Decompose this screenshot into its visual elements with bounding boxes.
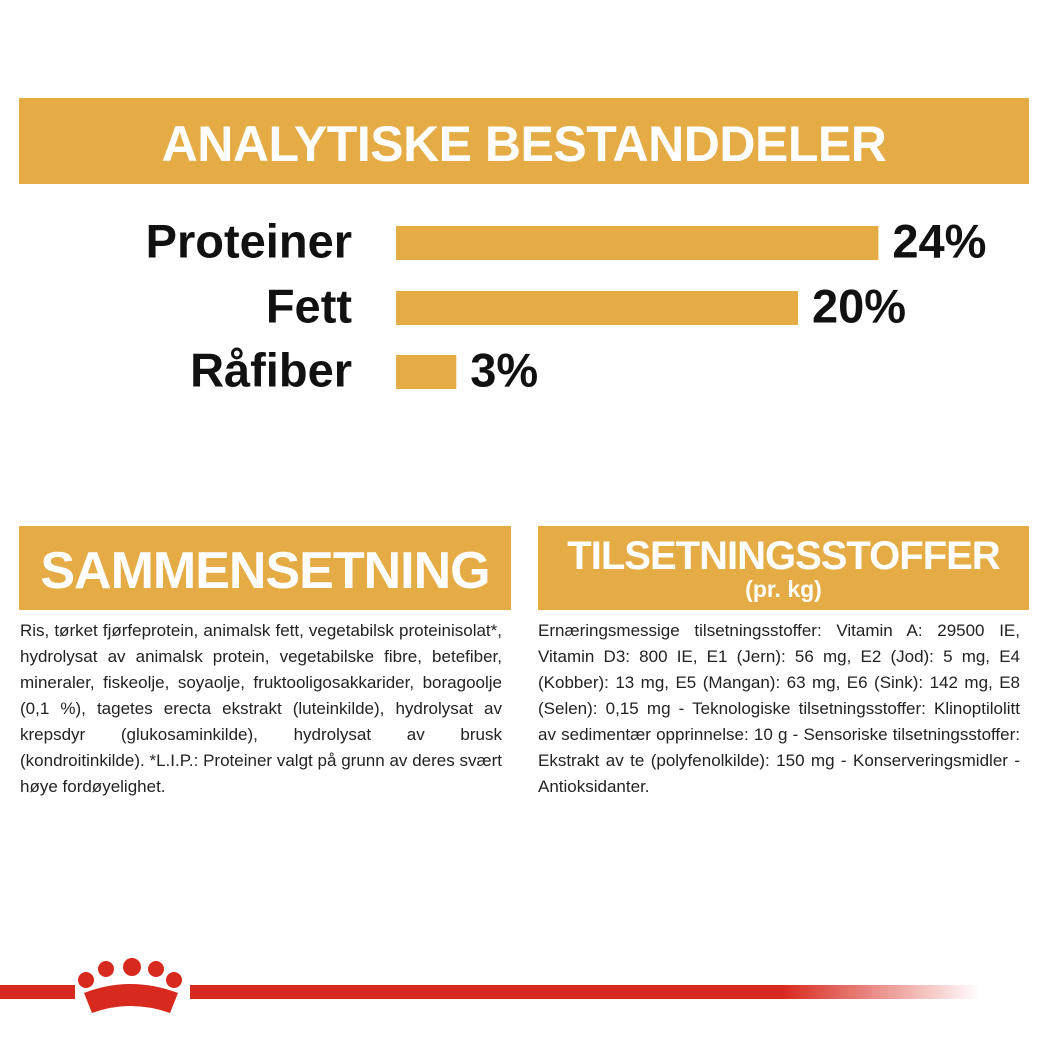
category-label: Fett xyxy=(266,279,353,332)
additives-text: Ernæringsmessige tilsetningsstoffer: Vit… xyxy=(538,621,1020,796)
additives-title: TILSETNINGSSTOFFER xyxy=(567,534,1000,578)
category-label: Proteiner xyxy=(146,214,352,267)
footer-line xyxy=(190,985,980,999)
title: ANALYTISKE BESTANDDELER xyxy=(161,116,887,172)
composition-text: Ris, tørket fjørfeprotein, animalsk fett… xyxy=(20,621,502,796)
composition-title: SAMMENSETNING xyxy=(40,542,490,600)
title-band: ANALYTISKE BESTANDDELER xyxy=(19,98,1029,184)
bar xyxy=(396,291,798,325)
additives-subtitle: (pr. kg) xyxy=(745,576,822,602)
chart: Proteiner 24% Fett 20% Råfiber 3% xyxy=(146,214,987,396)
bar xyxy=(396,226,879,260)
category-label: Råfiber xyxy=(190,343,352,396)
value-label: 24% xyxy=(892,214,986,267)
additives-band: TILSETNINGSSTOFFER (pr. kg) xyxy=(538,526,1029,610)
footer-line xyxy=(0,985,75,999)
bar xyxy=(396,355,457,389)
footer xyxy=(0,958,980,1013)
logo xyxy=(78,958,182,1013)
value-label: 20% xyxy=(812,279,906,332)
composition-band: SAMMENSETNING xyxy=(19,526,511,610)
value-label: 3% xyxy=(470,343,538,396)
